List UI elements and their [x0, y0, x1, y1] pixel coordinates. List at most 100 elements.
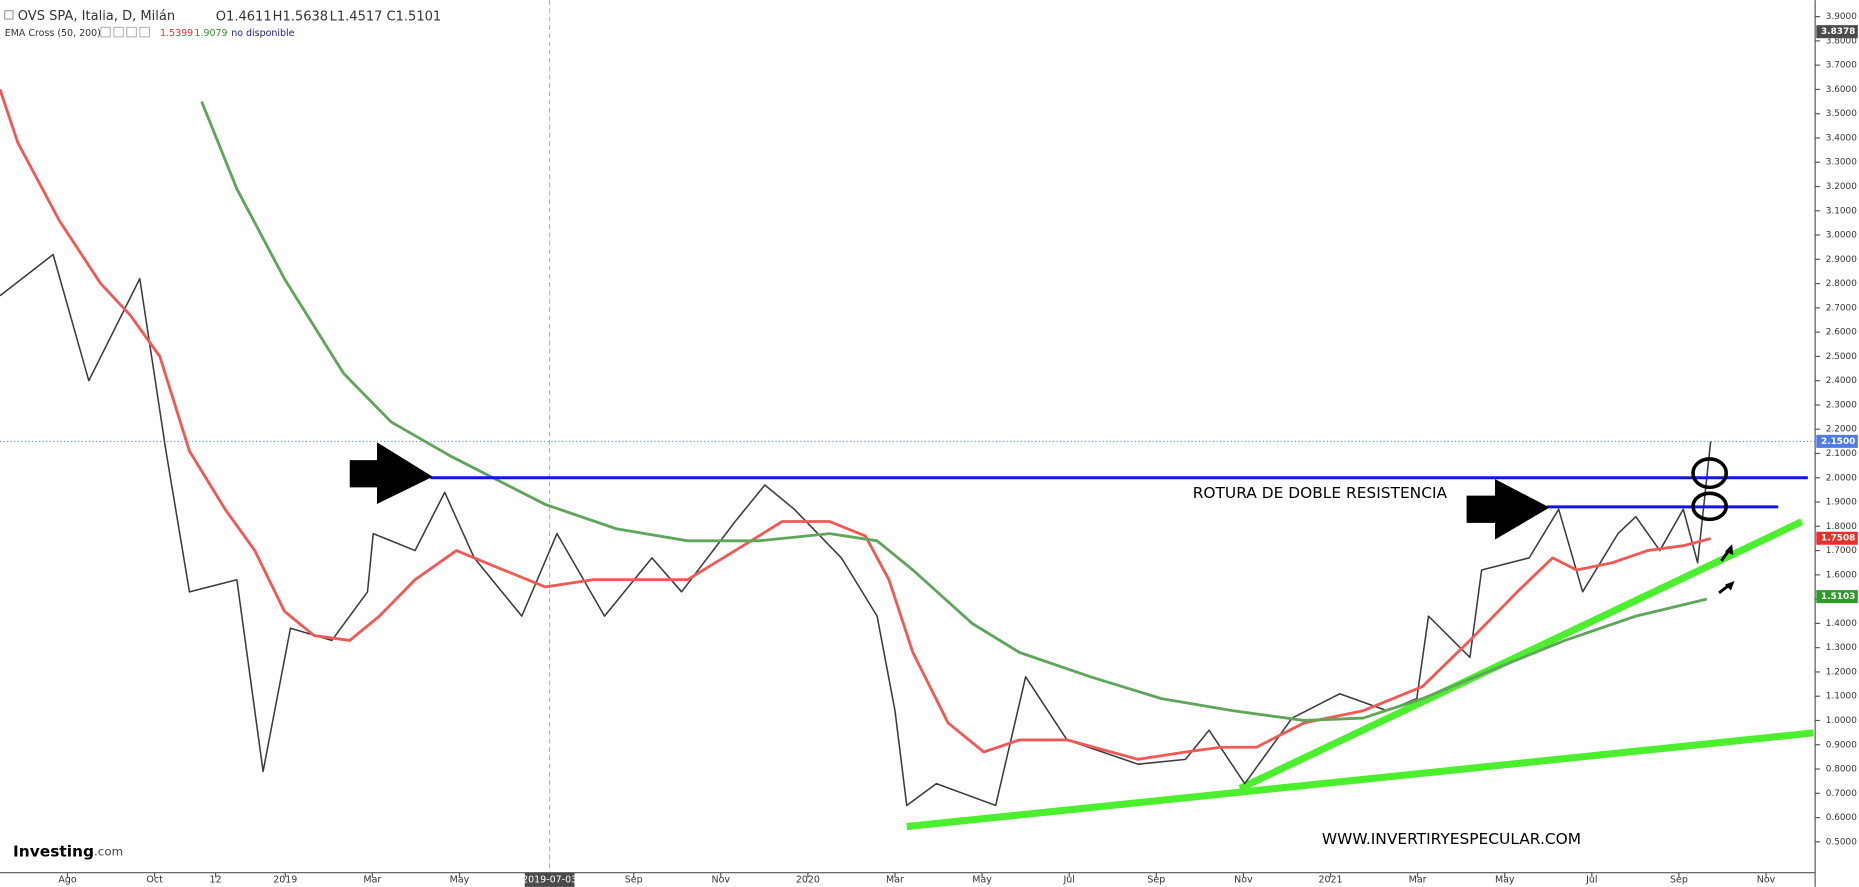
brand-suffix: .com: [94, 844, 123, 858]
last-value-tag: [1816, 434, 1858, 448]
x-tick-label: Sep: [1670, 874, 1688, 885]
x-tick-label: Nov: [1234, 874, 1253, 885]
ohlc-value: 1.4611: [226, 9, 272, 24]
y-tick-label: 0.7000: [1826, 789, 1857, 799]
x-tick-label: May: [972, 874, 992, 885]
series-line: [0, 88, 1712, 761]
ohlc-label: H: [273, 9, 283, 24]
x-tick-label: Ago: [58, 874, 76, 885]
y-tick-label: 2.4000: [1826, 376, 1857, 386]
indicator-value: 1.5399: [160, 28, 193, 39]
last-value-label: 3.8378: [1821, 27, 1855, 37]
y-tick-label: 1.6000: [1826, 570, 1857, 580]
y-tick-label: 1.1000: [1826, 692, 1857, 702]
ohlc-label: C: [387, 9, 396, 24]
y-tick-label: 3.1000: [1826, 206, 1857, 216]
plot-layer: [0, 88, 1814, 831]
y-tick-label: 3.2000: [1826, 182, 1857, 192]
x-tick-label: 2021: [1318, 874, 1342, 885]
y-tick-label: 2.2000: [1826, 425, 1857, 435]
x-tick-label: Jul: [1585, 874, 1597, 885]
last-value-tag: [1816, 590, 1858, 604]
ohlc-value: 1.4517: [337, 9, 383, 24]
y-tick-label: 1.3000: [1826, 643, 1857, 653]
y-tick-label: 2.6000: [1826, 328, 1857, 338]
highlight-circle: [1691, 457, 1728, 490]
y-tick-label: 3.4000: [1826, 133, 1857, 143]
x-tick-label: Oct: [146, 874, 163, 885]
trendline: [906, 729, 1814, 831]
x-tick-label: May: [450, 874, 470, 885]
small-arrow: [1718, 581, 1735, 595]
indicator-button[interactable]: [126, 26, 137, 38]
y-tick-label: 1.4000: [1826, 619, 1857, 629]
brand: Investing.com: [13, 842, 123, 860]
x-tick-label: May: [1495, 874, 1515, 885]
last-value-label: 2.1500: [1821, 437, 1855, 447]
y-tick-label: 1.7000: [1826, 546, 1857, 556]
y-tick-label: 3.5000: [1826, 109, 1857, 119]
y-tick-label: 3.7000: [1826, 61, 1857, 71]
ohlc-value: 1.5638: [282, 9, 328, 24]
x-tick-label: Mar: [1409, 874, 1427, 885]
y-tick-label: 3.6000: [1826, 85, 1857, 95]
y-tick-label: 3.8000: [1826, 36, 1857, 46]
chart-title: OVS SPA, Italia, D, Milán: [18, 9, 175, 24]
indicator-button[interactable]: [100, 26, 111, 38]
x-tick-label: 12: [210, 874, 222, 885]
x-tick-label: 2019: [273, 874, 297, 885]
y-tick-label: 3.3000: [1826, 158, 1857, 168]
brand-name: Investing: [13, 842, 94, 860]
collapse-icon[interactable]: [4, 10, 14, 20]
y-tick-label: 0.8000: [1826, 765, 1857, 775]
y-tick-label: 2.1000: [1826, 449, 1857, 459]
x-tick-highlight: [524, 872, 575, 887]
axes-layer: 0.5000 0.6000 0.7000 0.8000 0.9000 1.0000 1.10…: [58, 12, 1858, 887]
last-value-label: 1.7508: [1821, 534, 1855, 544]
ohlc-label: L: [330, 9, 338, 24]
y-tick-label: 1.2000: [1826, 667, 1857, 677]
y-tick-label: 1.8000: [1826, 522, 1857, 532]
annotation: ROTURA DE DOBLE RESISTENCIA: [1193, 484, 1448, 502]
x-tick-label: Mar: [886, 874, 904, 885]
arrow: [349, 442, 433, 504]
y-tick-label: 3.0000: [1826, 231, 1857, 241]
indicator-value: 1.9079: [194, 28, 227, 39]
y-tick-label: 1.9000: [1826, 498, 1857, 508]
x-tick-label: Sep: [1147, 874, 1165, 885]
grid-layer: [0, 0, 1816, 873]
x-tick-label: Jul: [1062, 874, 1074, 885]
indicator-button[interactable]: [113, 26, 124, 38]
ohlc-value: 1.5101: [396, 9, 442, 24]
last-value-label: 1.5103: [1821, 592, 1855, 602]
y-tick-label: 0.5000: [1826, 837, 1857, 847]
y-tick-label: 3.9000: [1826, 12, 1857, 22]
indicator-name: EMA Cross (50, 200): [5, 28, 101, 39]
trendline: [1238, 518, 1804, 792]
y-tick-label: 2.5000: [1826, 352, 1857, 362]
y-tick-label: 0.9000: [1826, 740, 1857, 750]
ohlc-label: O: [216, 9, 226, 24]
annotation: WWW.INVERTIRYESPECULAR.COM: [1322, 830, 1581, 848]
y-tick-label: 2.8000: [1826, 279, 1857, 289]
y-tick-label: 2.0000: [1826, 473, 1857, 483]
y-tick-label: 2.9000: [1826, 255, 1857, 265]
x-tick-label: Nov: [1757, 874, 1776, 885]
series-line: [0, 253, 1712, 807]
y-tick-label: 1.0000: [1826, 716, 1857, 726]
ohlc-item: O1.4611: [216, 9, 272, 24]
x-tick-label: Mar: [363, 874, 381, 885]
arrow: [1466, 479, 1550, 540]
indicator-status: no disponible: [231, 28, 294, 39]
last-value-tag: [1816, 531, 1858, 545]
last-value-tag: [1816, 25, 1858, 39]
highlight-circle: [1691, 491, 1728, 522]
y-tick-label: 2.7000: [1826, 303, 1857, 313]
ohlc-values: O1.4611 H1.5638 L1.4517 C1.5101: [216, 9, 441, 24]
y-tick-label: 2.3000: [1826, 400, 1857, 410]
x-tick-label: Nov: [712, 874, 731, 885]
x-tick-label: 2020: [796, 874, 820, 885]
small-arrow: [1720, 544, 1734, 562]
indicator-button[interactable]: [139, 26, 150, 38]
